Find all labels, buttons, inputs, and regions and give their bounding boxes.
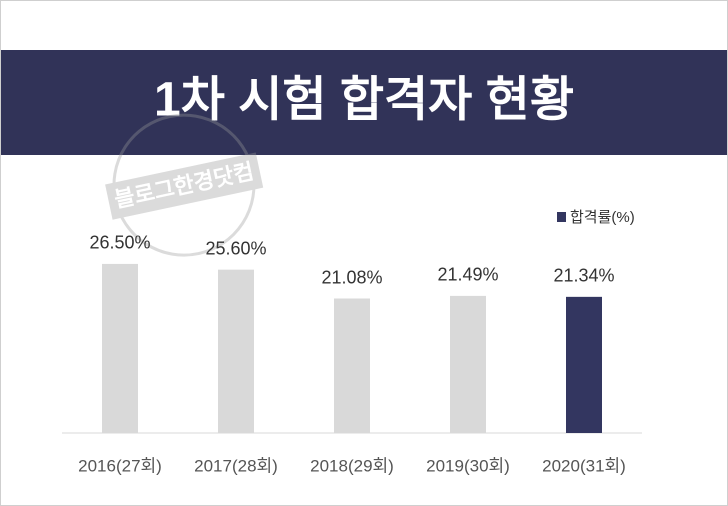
watermark-band — [105, 152, 264, 220]
watermark-ring — [112, 113, 256, 257]
legend-label: 합격률(%) — [570, 209, 635, 226]
x-tick-label: 2018(29회) — [310, 456, 394, 475]
chart-title: 1차 시험 합격자 현황 — [154, 74, 574, 127]
bar — [566, 296, 602, 433]
value-label: 21.49% — [437, 265, 498, 285]
legend-swatch — [557, 212, 566, 222]
x-tick-label: 2016(27회) — [78, 456, 162, 475]
value-label: 21.08% — [321, 267, 382, 287]
title-band — [1, 50, 727, 155]
bar — [102, 263, 138, 433]
bar — [450, 295, 486, 433]
value-label: 25.60% — [205, 238, 266, 258]
value-label: 26.50% — [89, 233, 150, 253]
x-tick-label: 2019(30회) — [426, 456, 510, 475]
bar — [334, 298, 370, 433]
value-label: 21.34% — [553, 266, 614, 286]
x-tick-label: 2017(28회) — [194, 456, 278, 475]
bar — [218, 269, 254, 433]
x-tick-label: 2020(31회) — [542, 456, 626, 475]
